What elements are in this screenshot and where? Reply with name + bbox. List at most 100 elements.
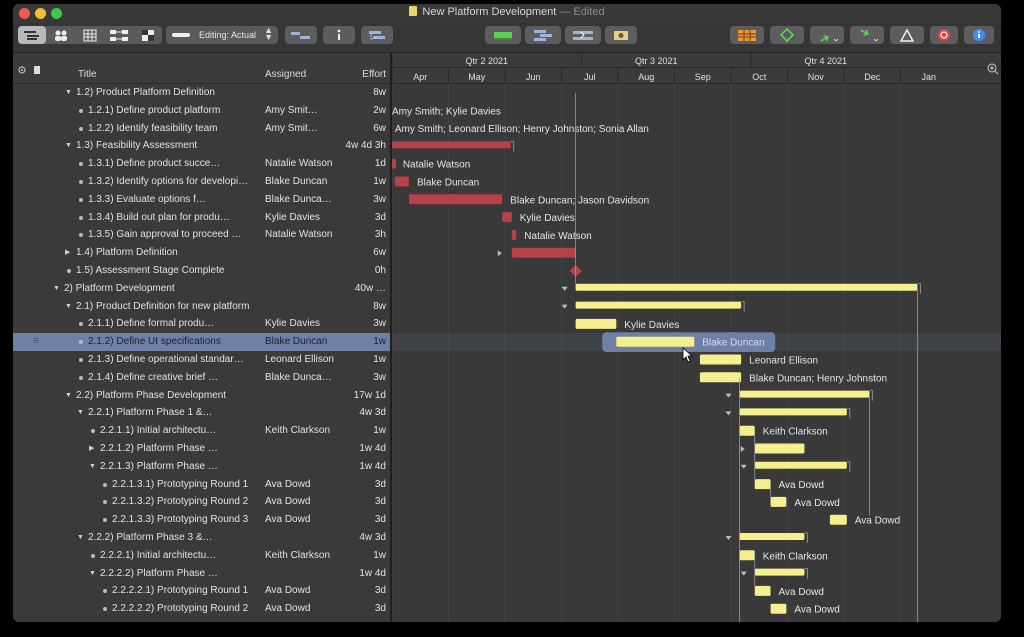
row-title[interactable]: 2.1) Product Definition for new platform	[76, 298, 249, 316]
outline-task-row[interactable]: 2.1.1) Define formal produ… Kylie Davies 3…	[13, 315, 390, 333]
row-effort[interactable]: 2w	[373, 104, 386, 116]
outline-task-row[interactable]: 1.2.2) Identify feasibility team Amy Smit…	[13, 120, 390, 138]
row-effort[interactable]: 4w 3d	[359, 407, 386, 419]
baseline-button[interactable]	[485, 26, 521, 44]
row-title[interactable]: 1.5) Assessment Stage Complete	[76, 262, 224, 280]
outline-view[interactable]: ▼ 1.2) Product Platform Definition 8w 1.2.1…	[13, 84, 390, 622]
row-assigned[interactable]: Natalie Watson	[265, 229, 333, 241]
outline-group-row[interactable]: ▼ 2.2.2) Platform Phase 3 &… 4w 3d	[13, 529, 390, 547]
disclosure-expanded-icon[interactable]: ▼	[53, 284, 60, 292]
row-title[interactable]: 1.3) Feasibility Assessment	[76, 137, 197, 155]
row-effort[interactable]: 3d	[374, 514, 386, 526]
row-title[interactable]: 2.2.1.3.3) Prototyping Round 3	[112, 511, 248, 529]
minimize-window-button[interactable]	[35, 8, 46, 19]
row-effort[interactable]: 1w 4d	[359, 443, 386, 454]
zoom-window-button[interactable]	[51, 8, 62, 19]
row-assigned[interactable]: Blake Duncan	[265, 176, 328, 187]
gantt-task-bar[interactable]	[739, 550, 755, 561]
gantt-task-bar[interactable]	[699, 372, 742, 383]
outline-task-row[interactable]: 1.3.3) Evaluate options f… Blake Dunca… 3w	[13, 191, 390, 209]
row-effort[interactable]: 4w 3d	[359, 532, 386, 543]
gantt-disclosure-icon[interactable]	[561, 286, 568, 291]
row-assigned[interactable]: Ava Dowd	[265, 514, 311, 526]
outline-task-row[interactable]: 2.1.4) Define creative brief … Blake Dunc…	[13, 369, 390, 387]
row-effort[interactable]: 3h	[374, 229, 386, 241]
row-title[interactable]: 2.2.1.3.2) Prototyping Round 2	[112, 493, 248, 511]
row-title[interactable]: 1.2.1) Define product platform	[88, 102, 220, 120]
row-effort[interactable]: 3d	[374, 496, 386, 508]
row-title[interactable]: 1.2.2) Identify feasibility team	[88, 120, 218, 138]
stop-button[interactable]	[930, 26, 958, 44]
zoom-icon[interactable]	[987, 62, 999, 75]
connect-button[interactable]	[285, 26, 317, 44]
info-button[interactable]	[323, 26, 355, 44]
row-title[interactable]: 1.4) Platform Definition	[76, 244, 178, 262]
gantt-disclosure-icon[interactable]	[740, 464, 747, 469]
row-title[interactable]: 2) Platform Development	[64, 280, 175, 298]
outline-task-row[interactable]: 1.3.2) Identify options for developi… Bla…	[13, 173, 390, 191]
title-column-header[interactable]: Title	[78, 69, 97, 80]
outline-task-row[interactable]: 1.5) Assessment Stage Complete 0h	[13, 262, 390, 280]
outline-task-row[interactable]: 2.2.1.1) Initial architectu… Keith Clarks…	[13, 422, 390, 440]
disclosure-expanded-icon[interactable]: ▼	[89, 569, 96, 577]
outline-task-row[interactable]: 2.2.1.3.2) Prototyping Round 2 Ava Dowd 3d	[13, 493, 390, 511]
row-title[interactable]: 2.2.2.2.1) Prototyping Round 1	[112, 582, 248, 600]
gantt-task-bar[interactable]	[699, 354, 742, 365]
outline-group-row[interactable]: ▶ 1.4) Platform Definition 6w	[13, 244, 390, 262]
disclosure-expanded-icon[interactable]: ▼	[77, 409, 84, 417]
row-title[interactable]: 1.3.5) Gain approval to proceed …	[88, 226, 241, 244]
row-title[interactable]: 1.3.4) Build out plan for produ…	[88, 209, 230, 227]
gantt-summary-bar[interactable]	[754, 568, 805, 576]
gantt-task-bar[interactable]	[616, 336, 695, 347]
inspector-button[interactable]	[964, 26, 994, 44]
view-mode-segmented-control[interactable]	[18, 26, 162, 44]
disclosure-expanded-icon[interactable]: ▼	[65, 391, 72, 399]
row-assigned[interactable]: Kylie Davies	[265, 318, 321, 330]
gantt-summary-bar[interactable]	[754, 461, 847, 469]
row-assigned[interactable]: Keith Clarkson	[265, 549, 331, 561]
outline-group-row[interactable]: ▼ 2.2) Platform Phase Development 17w 1d	[13, 387, 390, 405]
gantt-task-bar[interactable]	[511, 229, 517, 240]
style-view-icon[interactable]	[134, 26, 162, 44]
row-effort[interactable]: 1w	[373, 336, 386, 348]
promote-button[interactable]	[810, 26, 844, 44]
row-title[interactable]: 2.1.2) Define UI specifications	[88, 333, 221, 351]
row-effort[interactable]: 3w	[373, 193, 386, 205]
resource-view-icon[interactable]	[47, 26, 75, 44]
outline-task-row[interactable]: 1.3.1) Define product succe… Natalie Wats…	[13, 155, 390, 173]
disclosure-expanded-icon[interactable]: ▼	[89, 462, 96, 470]
row-title[interactable]: 1.3.3) Evaluate options f…	[88, 191, 206, 209]
row-effort[interactable]: 1w	[373, 354, 386, 365]
row-effort[interactable]: 3d	[374, 603, 386, 615]
row-title[interactable]: 2.2.2) Platform Phase 3 &…	[88, 529, 213, 547]
delta-button[interactable]	[890, 26, 924, 44]
gantt-task-bar[interactable]	[394, 176, 409, 187]
row-effort[interactable]: 1w	[373, 425, 386, 437]
outline-task-row[interactable]: 2.2.1.3.3) Prototyping Round 3 Ava Dowd 3d	[13, 511, 390, 529]
outline-task-row[interactable]: 2.2.2.1) Initial architectu… Keith Clarks…	[13, 547, 390, 565]
snapshot-button[interactable]	[605, 26, 637, 44]
gantt-task-bar[interactable]	[754, 443, 805, 454]
gantt-task-bar[interactable]	[511, 247, 576, 258]
outline-task-row[interactable]: 1.2.1) Define product platform Amy Smit… 2…	[13, 102, 390, 120]
gantt-task-bar[interactable]	[502, 212, 512, 223]
gantt-disclosure-icon[interactable]	[561, 304, 568, 309]
disclosure-expanded-icon[interactable]: ▼	[65, 302, 72, 310]
outline-view-icon[interactable]	[18, 26, 46, 44]
row-effort[interactable]: 1w	[373, 549, 386, 561]
gantt-chart[interactable]: Amy Smith; Kylie Davies Amy Smith; Leonar…	[392, 84, 1001, 622]
level-button[interactable]	[565, 26, 601, 44]
outline-task-row[interactable]: 2.2.2.2.2) Prototyping Round 2 Ava Dowd 3d	[13, 600, 390, 618]
row-effort[interactable]: 3w	[373, 318, 386, 330]
settings-gear-icon[interactable]	[17, 65, 27, 75]
row-title[interactable]: 2.2.1) Platform Phase 1 &…	[88, 404, 213, 422]
disclosure-expanded-icon[interactable]: ▼	[65, 89, 72, 96]
row-effort[interactable]: 3d	[374, 211, 386, 223]
gantt-disclosure-icon[interactable]	[725, 536, 732, 540]
row-effort[interactable]: 17w 1d	[353, 389, 386, 401]
row-title[interactable]: 2.2.1.1) Initial architectu…	[100, 422, 216, 440]
outline-task-row[interactable]: ☰ 2.1.2) Define UI specifications Blake Du…	[13, 333, 390, 351]
gantt-task-bar[interactable]	[754, 479, 771, 490]
row-title[interactable]: 2.1.1) Define formal produ…	[88, 315, 214, 333]
outline-group-row[interactable]: ▼ 2) Platform Development 40w …	[13, 280, 390, 298]
